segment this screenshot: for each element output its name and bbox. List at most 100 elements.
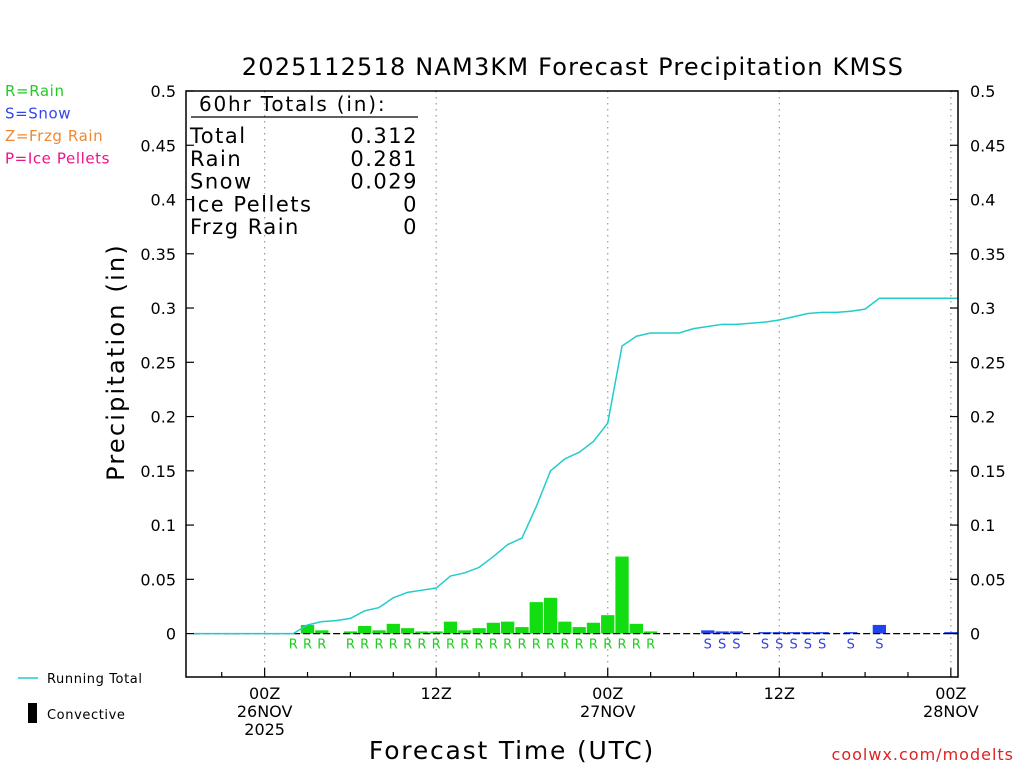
snow-bar <box>758 632 772 634</box>
y-tick-label-right: 0.5 <box>970 82 995 101</box>
y-tick-label-right: 0.1 <box>970 516 995 535</box>
ptype-label: S <box>718 638 726 653</box>
ptype-label: R <box>632 638 641 653</box>
series-legend: Running Total Convective <box>18 672 142 723</box>
totals-value: 0 <box>403 215 418 239</box>
rain-bar <box>486 622 501 634</box>
totals-header: 60hr Totals (in): <box>199 92 386 116</box>
snow-bar <box>786 632 801 634</box>
y-tick-label-left: 0.2 <box>151 408 176 427</box>
x-tick-label: 12Z <box>764 684 795 703</box>
ptype-label: R <box>417 638 426 653</box>
ptype-legend: R=Rain S=Snow Z=Frzg Rain P=Ice Pellets <box>5 82 109 168</box>
snow-bar <box>715 631 729 634</box>
y-tick-label-left: 0.45 <box>140 136 176 155</box>
snow-bar <box>872 624 887 634</box>
snow-bar <box>729 631 744 634</box>
running-total-layer <box>193 297 958 635</box>
ptype-label: R <box>446 638 455 653</box>
snow-bar <box>844 632 858 634</box>
x-tick-label: 2025 <box>244 720 285 739</box>
totals-value: 0.029 <box>350 170 418 194</box>
y-tick-label-left: 0.35 <box>140 245 176 264</box>
bar-layer <box>300 556 958 634</box>
plot-frame <box>185 90 959 678</box>
totals-value: 0.281 <box>350 147 418 171</box>
rain-bar <box>501 621 515 634</box>
x-tick-label: 00Z <box>935 684 966 703</box>
ptype-label: R <box>303 638 312 653</box>
totals-label: Rain <box>190 147 242 171</box>
rain-bar <box>558 621 572 634</box>
ptype-label: S <box>789 638 797 653</box>
rain-bar <box>601 615 615 634</box>
ptype-label: R <box>503 638 512 653</box>
y-tick-label-right: 0 <box>970 625 980 644</box>
y-tick-label-left: 0 <box>166 625 176 644</box>
ptype-label: R <box>646 638 655 653</box>
y-tick-label-right: 0.45 <box>970 136 1006 155</box>
totals-label: Ice Pellets <box>190 192 312 216</box>
x-tick-label: 12Z <box>421 684 452 703</box>
y-tick-label-right: 0.2 <box>970 408 995 427</box>
y-tick-label-right: 0.25 <box>970 353 1006 372</box>
rain-bar <box>629 623 643 634</box>
rain-bar <box>400 628 415 634</box>
ptype-label: R <box>403 638 412 653</box>
totals-box: 60hr Totals (in): Total 0.312 Rain 0.281 Snow… <box>189 92 418 239</box>
y-axis-right: 0 0.05 0.1 0.15 0.2 0.25 0.3 0.35 0.4 0.45 0.5 <box>950 82 1006 644</box>
ptype-label: S <box>847 638 855 653</box>
totals-label: Snow <box>190 170 253 194</box>
x-axis-label: Forecast Time (UTC) <box>369 736 655 765</box>
rain-bar <box>472 628 486 634</box>
y-tick-label-left: 0.4 <box>151 191 176 210</box>
rain-bar <box>315 630 329 634</box>
ptype-label: S <box>775 638 783 653</box>
rain-bar <box>543 597 558 634</box>
ptype-label: R <box>289 638 298 653</box>
rain-bar <box>586 622 601 634</box>
rain-bar <box>572 627 586 634</box>
rain-bar <box>515 627 529 634</box>
ptype-label: R <box>603 638 612 653</box>
chart-title: 2025112518 NAM3KM Forecast Precipitation… <box>242 53 904 81</box>
y-axis-label: Precipitation (in) <box>102 243 130 481</box>
ptype-label: S <box>804 638 812 653</box>
rain-bar <box>429 631 443 634</box>
legend-item-1: S=Snow <box>5 105 71 123</box>
ptype-label: S <box>818 638 826 653</box>
rain-bar <box>358 625 372 634</box>
ptype-label: R <box>460 638 469 653</box>
ptype-label: R <box>618 638 627 653</box>
legend-item-0: R=Rain <box>5 82 65 100</box>
ptype-label: R <box>489 638 498 653</box>
ptype-label: S <box>761 638 769 653</box>
x-tick-label: 28NOV <box>923 702 979 721</box>
x-tick-label: 26NOV <box>237 702 293 721</box>
rain-bar <box>529 602 543 634</box>
ptype-label: S <box>732 638 740 653</box>
y-axis-left: 0 0.05 0.1 0.15 0.2 0.25 0.3 0.35 0.4 0.45 0.5 <box>140 82 194 644</box>
rain-bar <box>300 624 315 634</box>
snow-bar <box>944 632 958 634</box>
y-tick-label-right: 0.3 <box>970 299 995 318</box>
ptype-label: R <box>546 638 555 653</box>
rain-bar <box>415 631 429 634</box>
y-tick-label-right: 0.35 <box>970 245 1006 264</box>
totals-value: 0.312 <box>350 124 418 148</box>
ptype-label: R <box>346 638 355 653</box>
ptype-label: R <box>432 638 441 653</box>
y-tick-label-left: 0.25 <box>140 353 176 372</box>
ptype-label: R <box>389 638 398 653</box>
y-tick-label-right: 0.4 <box>970 191 995 210</box>
legend-bottom-item-1: Convective <box>47 708 126 723</box>
snow-bar <box>772 632 786 634</box>
rain-bar <box>343 631 358 634</box>
snow-bar <box>815 632 829 634</box>
x-tick-label: 00Z <box>592 684 623 703</box>
ptype-label: R <box>360 638 369 653</box>
ptype-label: R <box>475 638 484 653</box>
